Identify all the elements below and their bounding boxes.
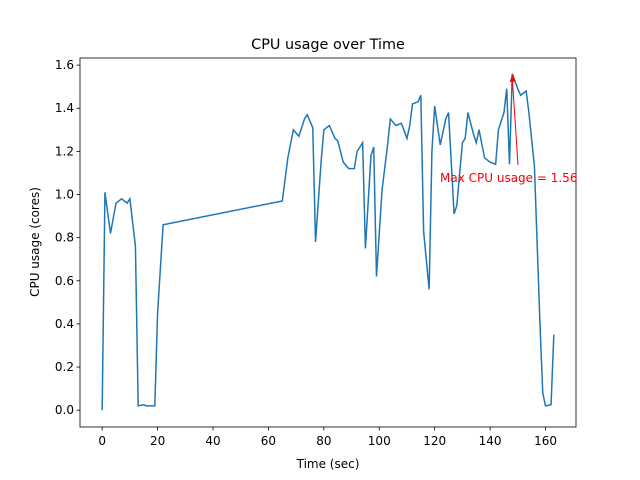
x-tick-label: 40 <box>205 434 220 448</box>
y-tick-label: 0.6 <box>55 274 74 288</box>
x-tick-label: 140 <box>479 434 502 448</box>
axes-frame <box>79 57 577 428</box>
y-tick-label: 1.6 <box>55 58 74 72</box>
x-tick-label: 80 <box>316 434 331 448</box>
x-tick-label: 100 <box>368 434 391 448</box>
y-tick-label: 1.2 <box>55 144 74 158</box>
y-tick-label: 0.2 <box>55 360 74 374</box>
y-axis-label: CPU usage (cores) <box>28 187 42 297</box>
x-tick-label: 160 <box>534 434 557 448</box>
x-tick-label: 0 <box>98 434 106 448</box>
x-tick-label: 60 <box>261 434 276 448</box>
annotation-text: Max CPU usage = 1.56 <box>440 171 577 185</box>
x-axis-label: Time (sec) <box>296 457 360 471</box>
annotation-arrowhead <box>509 73 516 82</box>
y-tick-label: 1.0 <box>55 188 74 202</box>
y-tick-label: 0.8 <box>55 231 74 245</box>
annotation-arrow <box>511 77 519 166</box>
x-tick-label: 120 <box>423 434 446 448</box>
y-tick-label: 1.4 <box>55 101 74 115</box>
y-tick-label: 0.0 <box>55 403 74 417</box>
y-tick-label: 0.4 <box>55 317 74 331</box>
chart-title: CPU usage over Time <box>251 37 405 53</box>
x-tick-label: 20 <box>150 434 165 448</box>
line <box>101 73 555 411</box>
